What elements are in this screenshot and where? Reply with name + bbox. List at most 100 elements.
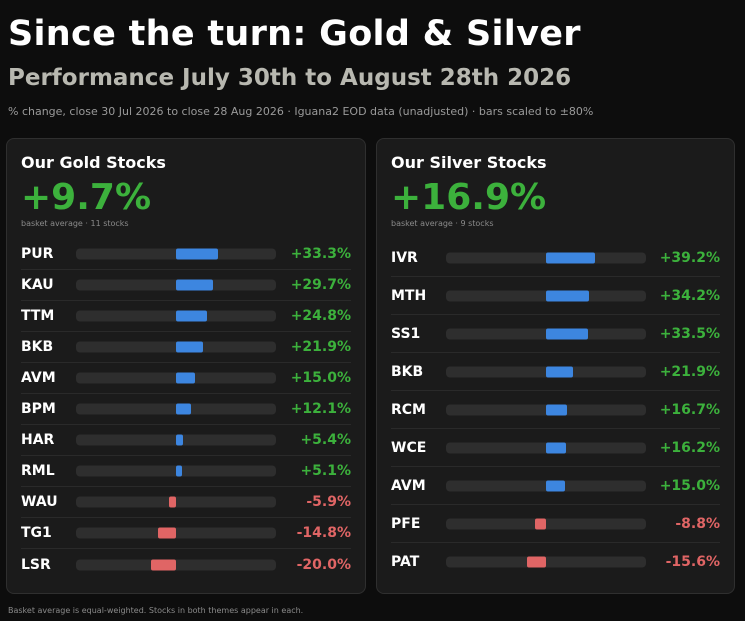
ticker-label: LSR	[21, 556, 51, 573]
bar-track	[76, 559, 276, 570]
ticker-label: IVR	[391, 249, 418, 266]
bar-row-lsr: LSR -20.0%	[21, 549, 351, 580]
bar-bkb	[546, 366, 574, 377]
percent-change-label: +15.0%	[290, 370, 351, 386]
bar-row-bpm: BPM +12.1%	[21, 394, 351, 425]
bar-avm	[546, 480, 565, 491]
bar-track	[446, 442, 646, 453]
bar-track	[76, 434, 276, 446]
percent-change-label: -8.8%	[675, 515, 720, 532]
ticker-label: AVM	[391, 477, 426, 494]
percent-change-label: -14.8%	[296, 525, 351, 541]
percent-change-label: +29.7%	[290, 277, 351, 293]
bar-track	[446, 252, 646, 263]
bar-track	[76, 527, 276, 539]
data-source-note: % change, close 30 Jul 2026 to close 28 …	[8, 105, 594, 118]
bar-ivr	[546, 252, 595, 263]
ticker-label: HAR	[21, 432, 55, 448]
ticker-label: PUR	[21, 246, 54, 262]
ticker-label: WAU	[21, 494, 58, 510]
bar-row-rml: RML +5.1%	[21, 456, 351, 487]
percent-change-label: +33.3%	[290, 246, 351, 262]
ticker-label: TG1	[21, 525, 52, 541]
bar-row-ttm: TTM +24.8%	[21, 301, 351, 332]
percent-change-label: +33.5%	[659, 325, 720, 342]
bar-track	[76, 465, 276, 477]
ticker-label: BPM	[21, 401, 56, 417]
bar-avm	[176, 372, 195, 384]
percent-change-label: +12.1%	[290, 401, 351, 417]
ticker-label: WCE	[391, 439, 427, 456]
ticker-label: PAT	[391, 554, 420, 570]
bar-wce	[546, 442, 567, 453]
bar-track	[76, 341, 276, 353]
gold-bar-rows: PUR +33.3% KAU +29.7% TTM +24.8% BKB +21.9% AVM +…	[21, 239, 351, 580]
percent-change-label: +5.4%	[300, 432, 351, 448]
bar-kau	[176, 279, 214, 291]
bar-bpm	[176, 403, 192, 415]
ticker-label: AVM	[21, 370, 56, 386]
ticker-label: RCM	[391, 401, 426, 418]
percent-change-label: +34.2%	[659, 287, 720, 304]
bar-bkb	[176, 341, 204, 353]
bar-track	[76, 310, 276, 322]
bar-rml	[176, 465, 183, 477]
ticker-label: KAU	[21, 277, 54, 293]
bar-row-wau: WAU -5.9%	[21, 487, 351, 518]
bar-row-avm: AVM +15.0%	[21, 363, 351, 394]
percent-change-label: +21.9%	[290, 339, 351, 355]
bar-track	[76, 279, 276, 291]
percent-change-label: +21.9%	[659, 363, 720, 380]
gold-basket-note: basket average · 11 stocks	[21, 219, 129, 228]
bar-track	[446, 480, 646, 491]
bar-row-bkb: BKB +21.9%	[391, 353, 720, 391]
bar-row-mth: MTH +34.2%	[391, 277, 720, 315]
page-subtitle: Performance July 30th to August 28th 202…	[8, 65, 572, 91]
bar-mth	[546, 290, 589, 301]
silver-basket-average: +16.9%	[391, 177, 547, 218]
percent-change-label: -20.0%	[296, 556, 351, 573]
bar-row-pur: PUR +33.3%	[21, 239, 351, 270]
ticker-label: SS1	[391, 325, 421, 342]
bar-wau	[168, 496, 176, 508]
bar-track	[76, 248, 276, 260]
bar-row-rcm: RCM +16.7%	[391, 391, 720, 429]
bar-track	[446, 290, 646, 301]
bar-rcm	[546, 404, 567, 415]
bar-row-pat: PAT -15.6%	[391, 543, 720, 581]
silver-stocks-panel: Our Silver Stocks +16.9% basket average …	[376, 138, 735, 594]
ticker-label: BKB	[391, 363, 424, 380]
gold-panel-title: Our Gold Stocks	[21, 153, 166, 172]
bar-row-ss1: SS1 +33.5%	[391, 315, 720, 353]
percent-change-label: -15.6%	[665, 554, 720, 570]
percent-change-label: +15.0%	[659, 477, 720, 494]
bar-row-bkb: BKB +21.9%	[21, 332, 351, 363]
percent-change-label: +39.2%	[659, 249, 720, 266]
footer-note: Basket average is equal-weighted. Stocks…	[8, 606, 304, 615]
bar-track	[446, 366, 646, 377]
percent-change-label: -5.9%	[306, 494, 351, 510]
bar-track	[76, 372, 276, 384]
ticker-label: TTM	[21, 308, 55, 324]
silver-basket-note: basket average · 9 stocks	[391, 219, 494, 228]
bar-track	[446, 404, 646, 415]
bar-track	[76, 403, 276, 415]
bar-row-wce: WCE +16.2%	[391, 429, 720, 467]
bar-track	[76, 496, 276, 508]
silver-bar-rows: IVR +39.2% MTH +34.2% SS1 +33.5% BKB +21.9% RCM +…	[391, 239, 720, 581]
bar-row-har: HAR +5.4%	[21, 425, 351, 456]
bar-row-pfe: PFE -8.8%	[391, 505, 720, 543]
page-title: Since the turn: Gold & Silver	[8, 14, 581, 54]
bar-pfe	[535, 518, 546, 529]
bar-pat	[526, 556, 546, 568]
ticker-label: RML	[21, 463, 55, 479]
gold-basket-average: +9.7%	[21, 177, 152, 218]
silver-panel-title: Our Silver Stocks	[391, 153, 547, 172]
bar-row-tg1: TG1 -14.8%	[21, 518, 351, 549]
bar-row-ivr: IVR +39.2%	[391, 239, 720, 277]
bar-track	[446, 556, 646, 568]
bar-ss1	[546, 328, 588, 339]
bar-pur	[176, 248, 218, 260]
bar-har	[176, 434, 183, 446]
ticker-label: BKB	[21, 339, 54, 355]
